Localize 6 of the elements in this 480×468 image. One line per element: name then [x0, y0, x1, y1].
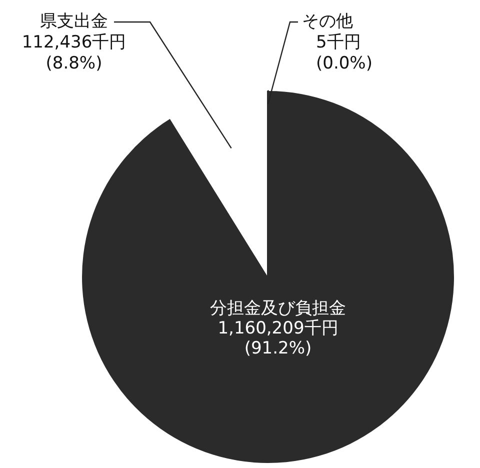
slice-label: 県支出金 [40, 11, 108, 32]
data-label: 112,436千円 (8.8%) [22, 32, 126, 74]
slice-label: 分担金及び負担金 [210, 298, 346, 318]
data-label: 1,160,209千円 (91.2%) [218, 318, 338, 358]
slice-label: その他 [302, 11, 353, 32]
data-label: 5千円 (0.0%) [316, 32, 372, 74]
